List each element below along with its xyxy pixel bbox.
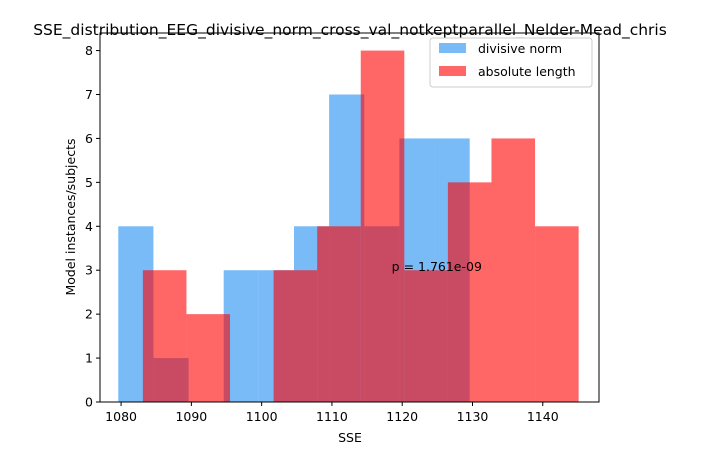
bar-absolute-length-6: [404, 270, 448, 402]
y-tick-label: 6: [85, 131, 93, 146]
bar-absolute-length-8: [491, 138, 536, 402]
legend-box: [429, 37, 593, 88]
bar-absolute-length-1: [186, 314, 231, 402]
legend-swatch-divisive-norm: [439, 43, 466, 53]
x-tick-label: 1080: [105, 409, 137, 424]
x-tick-label: 1090: [175, 409, 207, 424]
plot-frame: [99, 32, 600, 403]
x-tick-label: 1140: [527, 409, 559, 424]
bar-absolute-length-5: [360, 50, 405, 402]
x-axis: 1080 1090 1100 1110 1120 1130 1140: [105, 402, 559, 424]
p-value-annotation: p = 1.761e-09: [392, 259, 482, 274]
bar-absolute-length-7: [447, 182, 492, 402]
chart-title: SSE_distribution_EEG_divisive_norm_cross…: [33, 21, 667, 40]
y-tick-label: 5: [85, 175, 93, 190]
legend: divisive norm absolute length: [429, 37, 593, 88]
y-tick-label: 1: [85, 351, 93, 366]
y-tick-label: 7: [85, 87, 93, 102]
bars-layer: [118, 50, 579, 402]
legend-swatch-absolute-length: [439, 66, 466, 76]
x-tick-label: 1100: [246, 409, 278, 424]
x-tick-label: 1130: [457, 409, 489, 424]
y-tick-label: 3: [85, 263, 93, 278]
legend-label-absolute-length: absolute length: [478, 64, 576, 79]
x-tick-label: 1120: [386, 409, 418, 424]
bar-absolute-length-3: [273, 270, 318, 402]
legend-label-divisive-norm: divisive norm: [478, 41, 562, 56]
x-tick-label: 1110: [316, 409, 348, 424]
bar-absolute-length-9: [535, 226, 579, 402]
bar-absolute-length-0: [142, 270, 187, 402]
y-tick-label: 0: [85, 395, 93, 410]
y-tick-label: 4: [85, 219, 93, 234]
y-tick-label: 2: [85, 307, 93, 322]
y-tick-label: 8: [85, 43, 93, 58]
y-axis: 0 1 2 3 4 5 6 7 8: [85, 43, 100, 410]
x-axis-label: SSE: [338, 430, 362, 445]
y-axis-label: Model instances/subjects: [63, 138, 78, 295]
bar-absolute-length-4: [317, 226, 361, 402]
